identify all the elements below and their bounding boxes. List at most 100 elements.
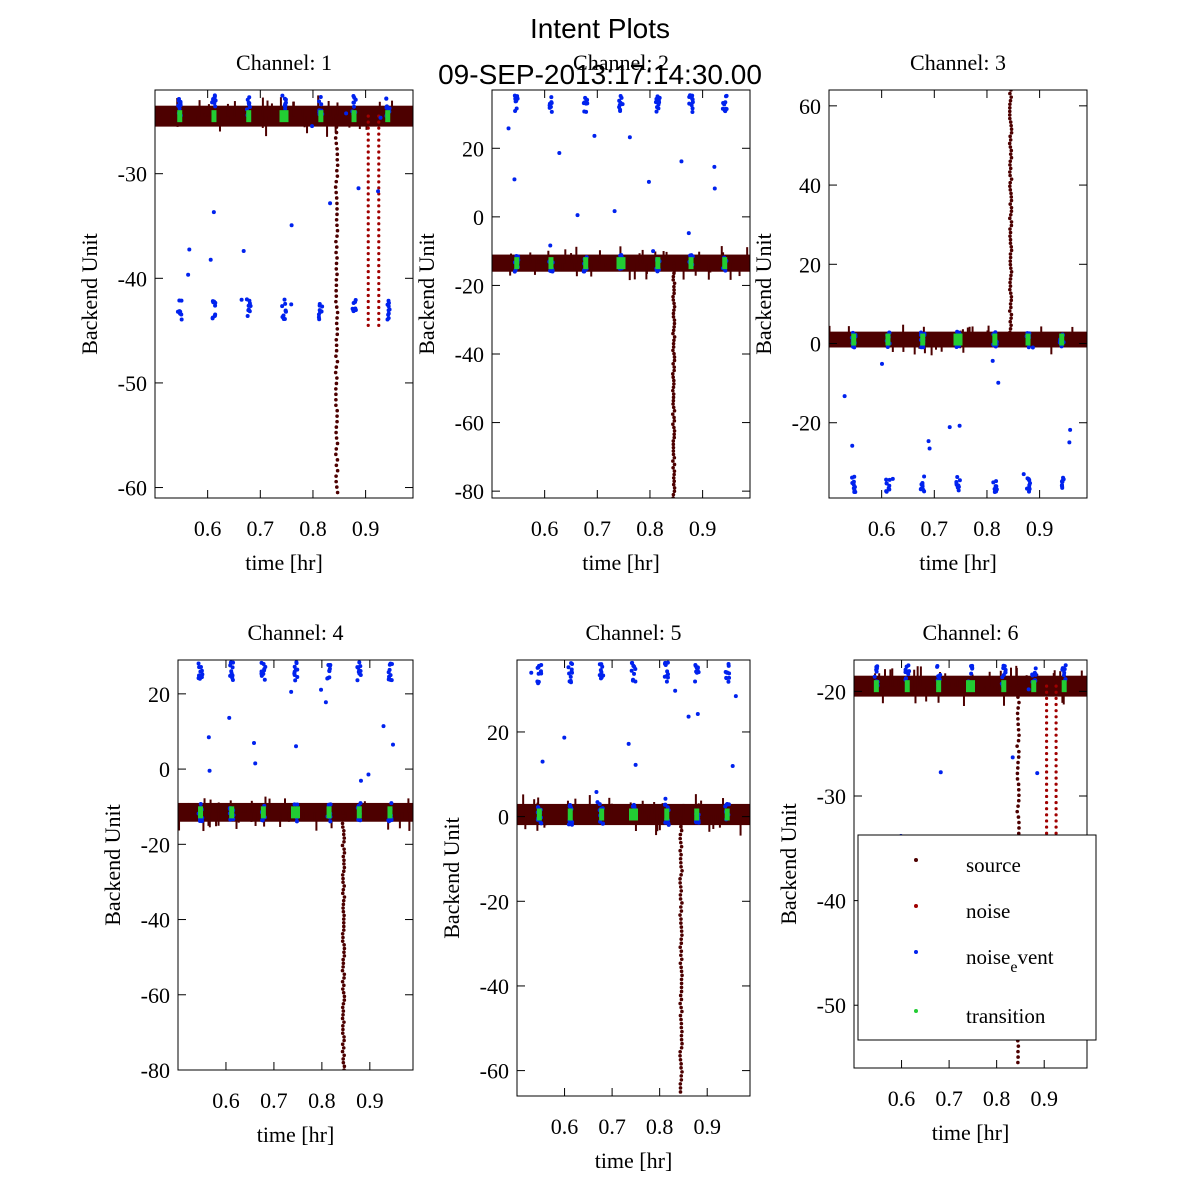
- source-point: [342, 884, 347, 888]
- source-point: [341, 869, 346, 874]
- source-point: [1015, 777, 1020, 781]
- legend-label: noise: [966, 899, 1010, 923]
- source-point: [340, 932, 345, 936]
- noise-point: [1044, 739, 1049, 743]
- source-point: [679, 889, 684, 893]
- noise-event-point: [259, 669, 264, 674]
- source-point: [679, 844, 684, 849]
- source-point: [1009, 245, 1014, 249]
- source-point: [1008, 145, 1013, 149]
- source-point: [679, 840, 683, 845]
- source-point: [1017, 820, 1021, 825]
- source-point: [335, 228, 340, 233]
- transition-point: [920, 333, 926, 346]
- noise-event-point: [378, 115, 383, 120]
- source-point: [1009, 155, 1014, 160]
- noise-event-point: [228, 817, 233, 822]
- noise-event-point: [730, 764, 735, 769]
- noise-event-point: [598, 668, 603, 673]
- legend-entry-source: source: [914, 853, 1021, 877]
- noise-event-point: [281, 313, 286, 318]
- source-point: [1008, 138, 1013, 142]
- source-point: [335, 376, 339, 380]
- source-point: [672, 435, 677, 440]
- source-point: [334, 425, 339, 429]
- noise-point: [377, 198, 381, 202]
- source-point: [1016, 815, 1021, 819]
- source-point: [335, 332, 340, 337]
- noise-event-point: [357, 660, 362, 665]
- source-point: [342, 1035, 346, 1039]
- source-point: [1008, 152, 1013, 156]
- panel-channel-5: 0.6 0.7 0.8 0.9 -60 -40 -20 0 20 Channel: 5 time […: [439, 620, 751, 1173]
- noise-event-point: [1068, 427, 1073, 432]
- source-point: [678, 945, 683, 950]
- source-point: [335, 168, 339, 173]
- noise-point: [377, 228, 381, 232]
- noise-point: [1044, 831, 1049, 835]
- source-point: [679, 1074, 684, 1078]
- noise-event-point: [686, 714, 691, 719]
- noise-event-point: [512, 177, 517, 182]
- source-point: [678, 836, 683, 841]
- source-point: [679, 1017, 683, 1022]
- transition-point: [583, 257, 589, 270]
- noise-event-point: [666, 822, 671, 827]
- source-point: [341, 902, 346, 907]
- noise-event-point: [210, 100, 215, 105]
- legend-entry-noise_event: noiseevent: [914, 945, 1054, 976]
- noise-event-point: [280, 93, 285, 98]
- source-point: [679, 929, 684, 933]
- source-point: [341, 1001, 346, 1006]
- transition-point: [1025, 333, 1031, 346]
- source-point: [340, 1031, 345, 1035]
- y-tick-label: -20: [480, 889, 509, 914]
- source-point: [342, 998, 347, 1002]
- noise-event-point: [906, 672, 911, 677]
- noise-event-point: [294, 744, 299, 749]
- source-point: [1008, 173, 1012, 178]
- source-point: [335, 163, 340, 168]
- source-point: [341, 898, 346, 903]
- axes-frame: [491, 89, 751, 499]
- legend-marker: [914, 904, 918, 908]
- noise-event-point: [289, 689, 294, 694]
- noise-event-point: [903, 670, 908, 675]
- noise-event-point: [557, 150, 562, 155]
- noise-event-point: [884, 481, 889, 486]
- noise-event-point: [617, 98, 622, 103]
- noise-event-point: [246, 307, 251, 312]
- legend: source noise noiseevent transition: [857, 834, 1097, 1041]
- noise-event-point: [514, 106, 519, 111]
- source-point: [335, 441, 340, 446]
- noise-event-point: [515, 96, 520, 101]
- noise-point: [377, 144, 381, 148]
- noise-event-point: [673, 688, 678, 693]
- source-point: [678, 1082, 683, 1086]
- noise-event-point: [990, 358, 995, 363]
- axes-frame: [154, 89, 414, 499]
- noise-event-point: [253, 761, 258, 766]
- source-point: [334, 261, 339, 266]
- noise-event-point: [993, 489, 998, 494]
- source-point: [334, 452, 338, 457]
- transition-point: [198, 806, 204, 819]
- noise-point: [1044, 764, 1049, 768]
- source-point: [1008, 212, 1013, 217]
- noise-event-point: [879, 361, 884, 366]
- noise-point: [1044, 807, 1049, 811]
- source-point: [671, 341, 676, 346]
- source-point: [672, 429, 677, 433]
- noise-event-point: [919, 482, 924, 487]
- x-tick-label: 0.7: [935, 1086, 963, 1111]
- source-point: [334, 398, 338, 402]
- noise-event-point: [618, 102, 623, 107]
- x-axis-label: time [hr]: [582, 550, 660, 575]
- transition-point: [536, 808, 542, 821]
- source-point: [678, 913, 682, 917]
- noise-event-point: [387, 819, 392, 824]
- source-point: [342, 836, 347, 840]
- source-point: [342, 851, 347, 855]
- source-point: [1009, 305, 1013, 310]
